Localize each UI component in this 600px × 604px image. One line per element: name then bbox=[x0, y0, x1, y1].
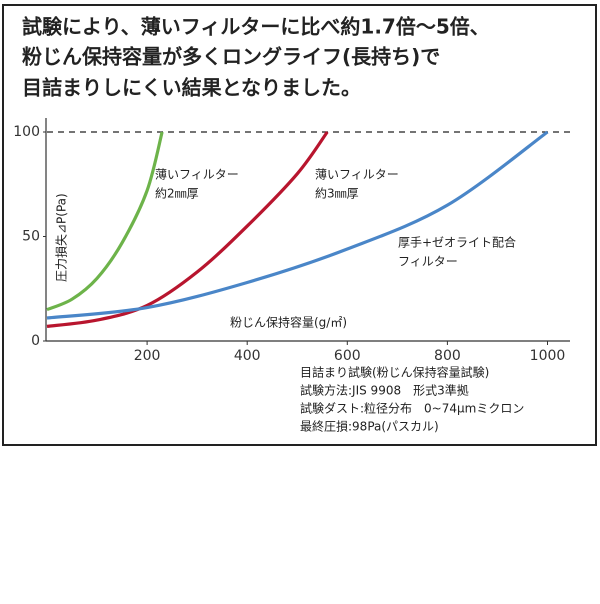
series-annotation: フィルター bbox=[398, 255, 458, 269]
series-annotation: 約3㎜厚 bbox=[315, 186, 359, 201]
series-line bbox=[46, 131, 164, 312]
series-annotation: 約2㎜厚 bbox=[155, 186, 199, 201]
x-tick-label: 400 bbox=[234, 348, 261, 364]
y-tick-label: 50 bbox=[22, 229, 40, 245]
series-annotation: 薄いフィルター bbox=[155, 167, 239, 182]
note-line: 最終圧損:98Pa(パスカル) bbox=[300, 419, 439, 434]
panel-border bbox=[2, 4, 597, 446]
note-line: 試験方法:JIS 9908 形式3準拠 bbox=[300, 383, 469, 398]
series-line bbox=[46, 130, 549, 320]
note-line: 目詰まり試験(粉じん保持容量試験) bbox=[300, 365, 489, 380]
note-line: 試験ダスト:粒径分布 0~74μmミクロン bbox=[300, 401, 524, 416]
series-line bbox=[46, 131, 329, 328]
y-tick-label: 100 bbox=[13, 124, 40, 140]
series-annotation: 厚手+ゼオライト配合 bbox=[398, 235, 516, 250]
x-tick-label: 200 bbox=[134, 348, 161, 364]
x-tick-label: 800 bbox=[434, 348, 461, 364]
x-axis-label: 粉じん保持容量(g/㎡) bbox=[230, 315, 347, 330]
title-line: 目詰まりしにくい結果となりました。 bbox=[22, 76, 361, 100]
x-tick-label: 600 bbox=[334, 348, 361, 364]
x-tick-label: 1000 bbox=[530, 348, 566, 364]
title-line: 粉じん保持容量が多くロングライフ(長持ち)で bbox=[22, 45, 440, 69]
series-annotation: 薄いフィルター bbox=[315, 167, 399, 182]
y-tick-label: 0 bbox=[31, 333, 40, 349]
y-axis-label: 圧力損失⊿P(Pa) bbox=[54, 193, 69, 282]
title-line: 試験により、薄いフィルターに比べ約1.7倍～5倍、 bbox=[22, 15, 490, 39]
